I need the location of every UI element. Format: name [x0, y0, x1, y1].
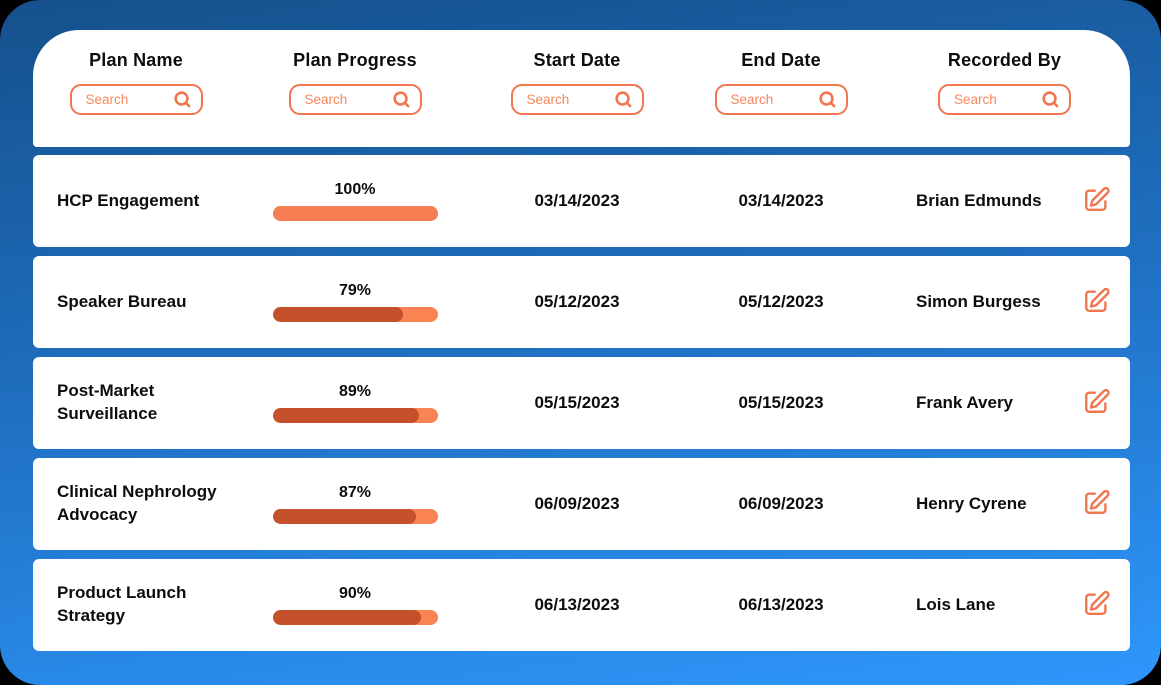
plan-name-cell: HCP Engagement — [57, 190, 200, 210]
start-date-cell: 05/12/2023 — [534, 292, 620, 311]
plan-name-cell: Product Launch Strategy — [57, 583, 187, 625]
column-label-start-date: Start Date — [533, 50, 621, 70]
progress-bar — [272, 307, 438, 322]
plan-name-search-input[interactable] — [83, 91, 173, 108]
recorded-by-cell: Simon Burgess — [879, 256, 1130, 348]
start-date-cell: 05/15/2023 — [534, 393, 620, 412]
plan-name-cell: Post-Market Surveillance — [57, 381, 158, 423]
plan-progress-search-input[interactable] — [302, 91, 392, 108]
table-row: Post-Market Surveillance 89% 05/15/2023 … — [33, 357, 1130, 449]
plan-progress-cell: 87% — [239, 484, 471, 524]
recorded-by-cell: Brian Edmunds — [879, 155, 1130, 247]
plan-progress-search-box — [288, 84, 422, 115]
table-body: HCP Engagement 100% 03/14/2023 03/14/202… — [33, 155, 1130, 651]
progress-bar-fill — [272, 206, 438, 221]
edit-icon — [1081, 286, 1111, 319]
recorded-by-name: Brian Edmunds — [916, 191, 1042, 210]
plan-progress-cell: 100% — [239, 181, 471, 221]
progress-bar-fill — [272, 509, 417, 524]
column-label-recorded-by: Recorded By — [947, 50, 1062, 70]
column-header-start-date: Start Date — [471, 30, 683, 147]
end-date-cell: 06/09/2023 — [738, 494, 824, 513]
start-date-cell: 06/09/2023 — [534, 494, 620, 513]
search-icon — [614, 90, 633, 109]
progress-bar-fill — [272, 408, 420, 423]
table-row: Clinical Nephrology Advocacy 87% 06/09/2… — [33, 458, 1130, 550]
plan-progress-cell: 90% — [239, 585, 471, 625]
edit-button[interactable] — [1081, 185, 1111, 218]
progress-bar — [272, 509, 438, 524]
column-header-end-date: End Date — [683, 30, 879, 147]
plan-name-search-box — [69, 84, 203, 115]
edit-button[interactable] — [1081, 387, 1111, 420]
search-icon — [1041, 90, 1060, 109]
progress-percent-label: 90% — [338, 585, 372, 602]
column-header-plan-progress: Plan Progress — [239, 30, 471, 147]
recorded-by-cell: Lois Lane — [879, 559, 1130, 651]
progress-percent-label: 79% — [338, 282, 372, 299]
recorded-by-search-input[interactable] — [952, 91, 1041, 108]
progress-bar — [272, 408, 438, 423]
progress-bar-fill — [272, 307, 403, 322]
table-header: Plan Name Plan Progress — [33, 30, 1130, 147]
search-icon — [818, 90, 837, 109]
edit-icon — [1081, 185, 1111, 218]
recorded-by-cell: Henry Cyrene — [879, 458, 1130, 550]
end-date-cell: 06/13/2023 — [738, 595, 824, 614]
end-date-search-box — [714, 84, 848, 115]
progress-bar — [272, 610, 438, 625]
table-row: HCP Engagement 100% 03/14/2023 03/14/202… — [33, 155, 1130, 247]
plan-name-cell: Clinical Nephrology Advocacy — [57, 482, 217, 524]
recorded-by-search-box — [938, 84, 1071, 115]
edit-icon — [1081, 589, 1111, 622]
progress-percent-label: 87% — [338, 484, 372, 501]
progress-percent-label: 100% — [334, 181, 376, 198]
end-date-cell: 05/15/2023 — [738, 393, 824, 412]
plan-name-cell: Speaker Bureau — [57, 291, 187, 311]
recorded-by-name: Simon Burgess — [916, 292, 1041, 311]
column-label-end-date: End Date — [741, 50, 821, 70]
column-label-plan-progress: Plan Progress — [293, 50, 417, 70]
end-date-search-input[interactable] — [728, 91, 818, 108]
end-date-cell: 03/14/2023 — [738, 191, 824, 210]
table-row: Speaker Bureau 79% 05/12/2023 05/12/2023… — [33, 256, 1130, 348]
edit-icon — [1081, 387, 1111, 420]
recorded-by-name: Frank Avery — [916, 393, 1014, 412]
progress-bar — [272, 206, 438, 221]
end-date-cell: 05/12/2023 — [738, 292, 824, 311]
recorded-by-name: Henry Cyrene — [916, 494, 1027, 513]
column-label-plan-name: Plan Name — [89, 50, 183, 70]
column-header-recorded-by: Recorded By — [879, 30, 1130, 147]
plan-progress-cell: 89% — [239, 383, 471, 423]
progress-percent-label: 89% — [338, 383, 372, 400]
recorded-by-name: Lois Lane — [916, 595, 996, 614]
column-header-plan-name: Plan Name — [33, 30, 239, 147]
plan-progress-cell: 79% — [239, 282, 471, 322]
recorded-by-cell: Frank Avery — [879, 357, 1130, 449]
edit-button[interactable] — [1081, 488, 1111, 521]
search-icon — [173, 90, 192, 109]
start-date-cell: 03/14/2023 — [534, 191, 620, 210]
start-date-cell: 06/13/2023 — [534, 595, 620, 614]
table-row: Product Launch Strategy 90% 06/13/2023 0… — [33, 559, 1130, 651]
start-date-search-box — [510, 84, 644, 115]
progress-bar-fill — [272, 610, 421, 625]
search-icon — [392, 90, 411, 109]
start-date-search-input[interactable] — [524, 91, 614, 108]
edit-button[interactable] — [1081, 589, 1111, 622]
edit-button[interactable] — [1081, 286, 1111, 319]
edit-icon — [1081, 488, 1111, 521]
